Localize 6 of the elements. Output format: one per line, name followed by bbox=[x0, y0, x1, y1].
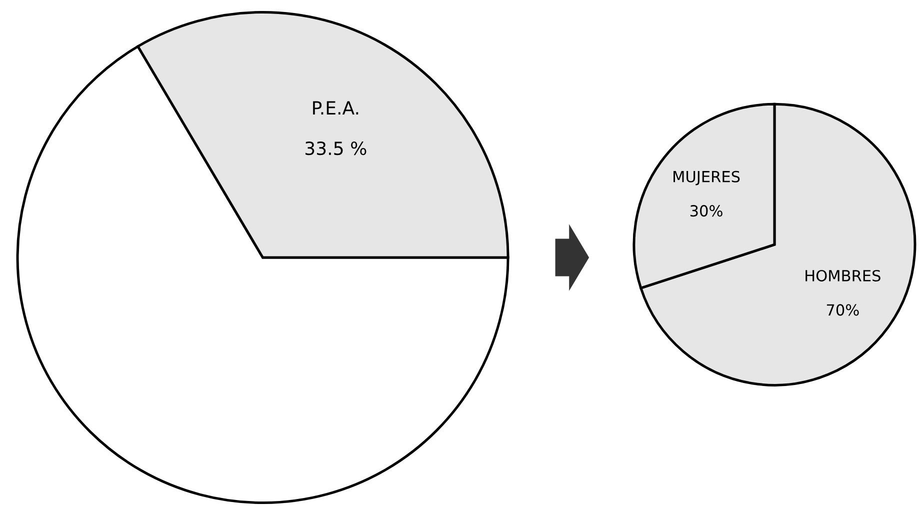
data-label: 70% bbox=[826, 304, 859, 316]
data-label: 30% bbox=[690, 205, 722, 217]
slice-label: MUJERES bbox=[674, 170, 740, 186]
slice-label: P.E.A. bbox=[313, 101, 358, 114]
data-label: 33.5 % bbox=[306, 141, 366, 156]
slice-label: HOMBRES bbox=[806, 270, 880, 282]
